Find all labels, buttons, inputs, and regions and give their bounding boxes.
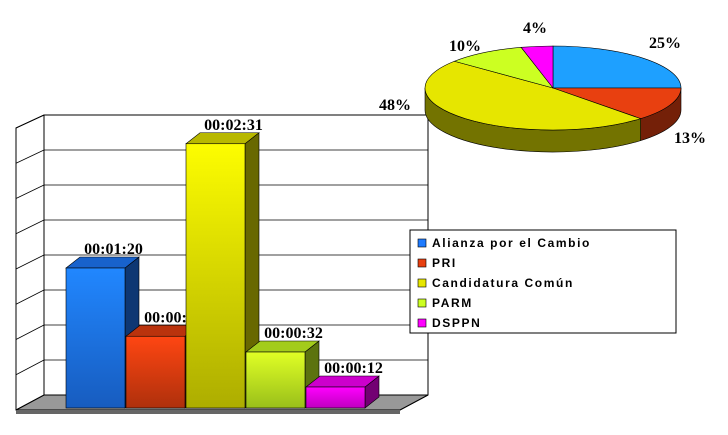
bar	[65, 267, 126, 409]
pie-slice	[520, 45, 554, 89]
grid-line-side	[15, 219, 45, 235]
grid-line-side	[15, 394, 45, 411]
data-label: 00:02:31	[204, 117, 263, 134]
pie-label: 48%	[379, 97, 411, 114]
floor-edge	[16, 410, 400, 414]
legend-swatch	[417, 278, 427, 288]
bar	[245, 351, 306, 409]
grid-line-side	[15, 114, 45, 129]
pie-label: 25%	[649, 35, 681, 52]
legend-label: Candidatura Común	[432, 276, 574, 290]
pie-slice	[453, 47, 554, 89]
grid-line-side	[15, 254, 45, 270]
legend-swatch	[417, 298, 427, 308]
legend-swatch	[417, 258, 427, 268]
pie-label: 13%	[674, 130, 706, 147]
data-label: 00:00:32	[264, 325, 323, 342]
legend-swatch	[417, 238, 427, 248]
legend-box	[409, 229, 677, 334]
grid-line-side	[15, 359, 45, 376]
legend-label: Alianza por el Cambio	[432, 236, 591, 250]
grid-line-side	[15, 184, 45, 199]
bar	[125, 335, 186, 409]
grid-line-side	[15, 324, 45, 340]
bar	[185, 143, 246, 409]
legend-label: PARM	[432, 296, 473, 310]
pie-slice	[424, 60, 642, 131]
grid-line-side	[15, 289, 45, 305]
legend-label: DSPPN	[432, 316, 481, 330]
pie-label: 10%	[449, 38, 481, 55]
legend-swatch	[417, 318, 427, 328]
pie-label: 4%	[523, 20, 547, 37]
data-label: 00:00:12	[324, 360, 383, 377]
data-label: 00:01:20	[84, 241, 143, 258]
bar	[305, 386, 366, 409]
grid-line-side	[15, 149, 45, 164]
legend-label: PRI	[432, 256, 457, 270]
pie-slice	[552, 87, 682, 119]
pie-slice	[552, 45, 682, 89]
